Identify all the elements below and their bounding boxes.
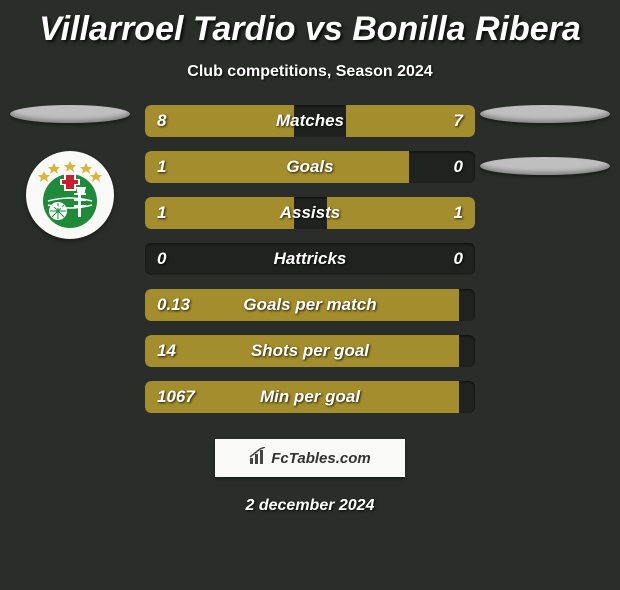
- stat-label: Goals: [145, 151, 475, 183]
- stat-label: Shots per goal: [145, 335, 475, 367]
- stat-left-value: 1: [157, 151, 166, 183]
- club-badge-oriente-petrolero: [26, 151, 114, 239]
- comparison-chart: Matches87Goals10Assists11Hattricks00Goal…: [10, 105, 610, 425]
- stat-row: Matches8 7: [145, 105, 475, 137]
- stat-right-value: 7: [454, 105, 463, 137]
- stat-left-value: 1067: [157, 381, 195, 413]
- left-player-column: [10, 105, 130, 239]
- stat-label: Hattricks: [145, 243, 475, 275]
- subtitle: Club competitions, Season 2024: [10, 63, 610, 81]
- stat-left-value: 14: [157, 335, 176, 367]
- stat-row: Min per goal1067: [145, 381, 475, 413]
- stat-row: Goals per match0.13: [145, 289, 475, 321]
- date-label: 2 december 2024: [10, 497, 610, 515]
- right-player-column: [480, 105, 610, 175]
- footer-brand[interactable]: FcTables.com: [215, 439, 405, 477]
- stat-right-value: 0: [454, 243, 463, 275]
- stat-left-value: 0: [157, 243, 166, 275]
- player-avatar-placeholder: [480, 105, 610, 123]
- page-title: Villarroel Tardio vs Bonilla Ribera: [10, 10, 610, 49]
- stat-row: Hattricks0 0: [145, 243, 475, 275]
- stat-left-value: 1: [157, 197, 166, 229]
- footer-brand-label: FcTables.com: [271, 450, 370, 467]
- stat-left-value: 0.13: [157, 289, 190, 321]
- stat-label: Assists: [145, 197, 475, 229]
- player-avatar-placeholder: [10, 105, 130, 123]
- stat-row: Shots per goal14: [145, 335, 475, 367]
- stat-label: Goals per match: [145, 289, 475, 321]
- stat-right-value: 0: [454, 151, 463, 183]
- stat-right-value: 1: [454, 197, 463, 229]
- stat-row: Goals1 0: [145, 151, 475, 183]
- chart-icon: [249, 447, 267, 469]
- stat-label: Matches: [145, 105, 475, 137]
- stat-row: Assists1 1: [145, 197, 475, 229]
- club-badge-icon: [34, 159, 106, 231]
- stat-bars: Matches87Goals10Assists11Hattricks00Goal…: [145, 105, 475, 427]
- stat-left-value: 8: [157, 105, 166, 137]
- club-badge-placeholder: [480, 157, 610, 175]
